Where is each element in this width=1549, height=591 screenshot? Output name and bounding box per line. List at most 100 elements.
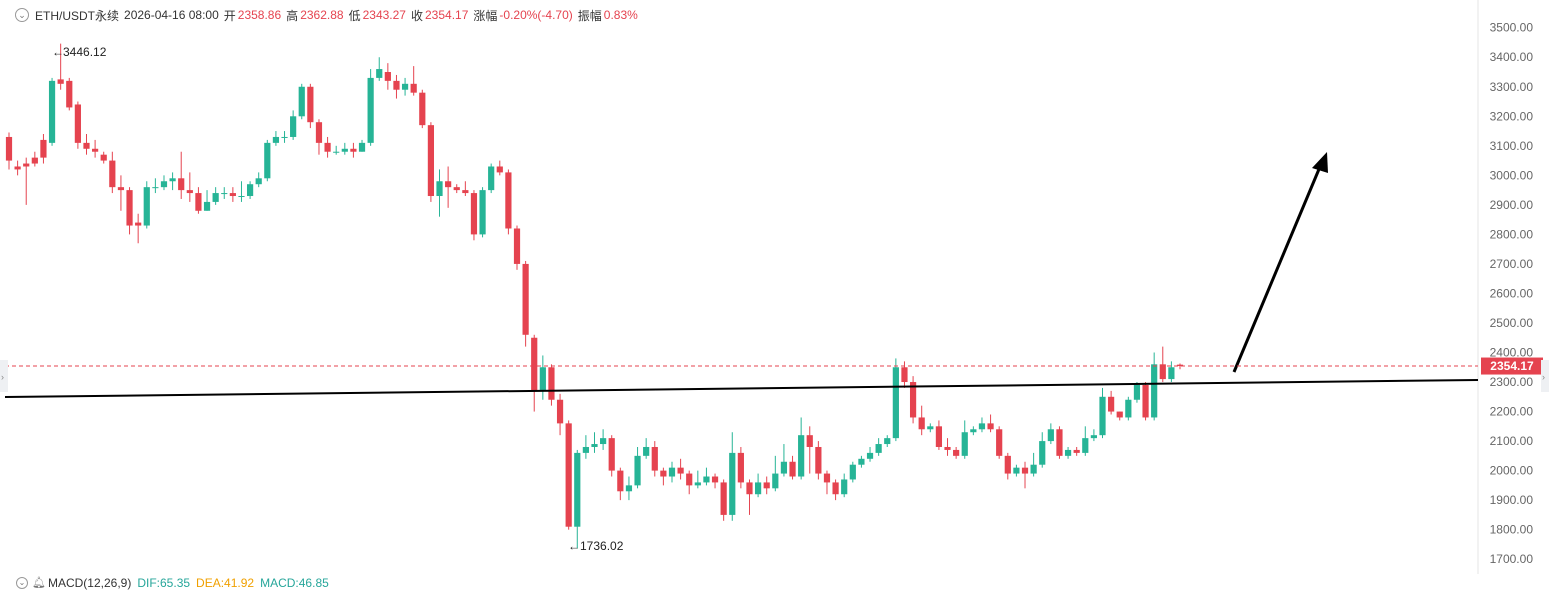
candle[interactable] bbox=[754, 473, 762, 498]
candle[interactable] bbox=[909, 376, 917, 424]
candle[interactable] bbox=[711, 473, 719, 489]
candle[interactable] bbox=[1133, 382, 1141, 403]
candle[interactable] bbox=[1064, 446, 1072, 459]
candle[interactable] bbox=[901, 361, 908, 388]
candle[interactable] bbox=[255, 172, 262, 188]
candle[interactable] bbox=[522, 260, 529, 347]
candle[interactable] bbox=[729, 432, 736, 521]
candle[interactable] bbox=[565, 420, 572, 530]
candle[interactable] bbox=[866, 446, 874, 462]
candle[interactable] bbox=[436, 169, 443, 217]
candle[interactable] bbox=[970, 426, 977, 436]
candle[interactable] bbox=[1082, 426, 1089, 456]
candle[interactable] bbox=[307, 83, 314, 129]
candle[interactable] bbox=[832, 479, 839, 501]
candle[interactable] bbox=[987, 414, 994, 433]
candle[interactable] bbox=[1151, 352, 1158, 421]
candle[interactable] bbox=[376, 57, 383, 81]
candle[interactable] bbox=[419, 89, 426, 129]
candle[interactable] bbox=[815, 441, 822, 480]
candle[interactable] bbox=[617, 467, 624, 501]
candle[interactable] bbox=[135, 213, 142, 244]
candle[interactable] bbox=[350, 142, 357, 158]
candle[interactable] bbox=[996, 426, 1003, 459]
candle[interactable] bbox=[720, 479, 727, 521]
candle[interactable] bbox=[668, 461, 676, 483]
candle[interactable] bbox=[100, 151, 107, 164]
candle[interactable] bbox=[918, 405, 925, 436]
candle[interactable] bbox=[737, 446, 744, 489]
candle[interactable] bbox=[1013, 464, 1020, 477]
candle[interactable] bbox=[531, 334, 538, 412]
candle[interactable] bbox=[1159, 346, 1166, 383]
candle[interactable] bbox=[246, 181, 254, 199]
candle[interactable] bbox=[1176, 363, 1184, 370]
candle[interactable] bbox=[608, 435, 615, 477]
candle[interactable] bbox=[160, 175, 168, 191]
bell-icon[interactable]: 🔔︎ bbox=[32, 577, 46, 589]
candle[interactable] bbox=[849, 461, 856, 483]
candle[interactable] bbox=[1142, 382, 1149, 421]
candle[interactable] bbox=[479, 187, 486, 238]
candle[interactable] bbox=[281, 131, 288, 143]
candle[interactable] bbox=[625, 476, 633, 501]
candle[interactable] bbox=[1004, 452, 1011, 480]
candle[interactable] bbox=[14, 160, 21, 176]
candle[interactable] bbox=[315, 119, 323, 155]
candle[interactable] bbox=[1039, 432, 1046, 468]
candle[interactable] bbox=[92, 139, 99, 158]
candle[interactable] bbox=[195, 187, 202, 214]
candle[interactable] bbox=[238, 181, 245, 202]
candle[interactable] bbox=[600, 429, 607, 450]
candle[interactable] bbox=[935, 420, 943, 450]
candle[interactable] bbox=[961, 420, 968, 459]
candle[interactable] bbox=[686, 470, 693, 495]
candle[interactable] bbox=[875, 438, 882, 456]
candle[interactable] bbox=[763, 476, 770, 495]
candle[interactable] bbox=[556, 393, 564, 436]
candle[interactable] bbox=[1030, 452, 1037, 477]
candle[interactable] bbox=[798, 417, 805, 480]
candle[interactable] bbox=[410, 66, 417, 96]
candle[interactable] bbox=[488, 163, 495, 194]
candle[interactable] bbox=[1047, 423, 1054, 445]
candle[interactable] bbox=[539, 355, 546, 400]
candle[interactable] bbox=[651, 441, 658, 477]
candle[interactable] bbox=[1099, 387, 1106, 439]
candle[interactable] bbox=[333, 145, 340, 155]
candle[interactable] bbox=[574, 449, 581, 549]
candle[interactable] bbox=[892, 358, 899, 442]
candle[interactable] bbox=[152, 178, 159, 194]
right-scroll-handle[interactable]: › bbox=[1541, 360, 1549, 392]
candle[interactable] bbox=[186, 172, 193, 202]
candle[interactable] bbox=[221, 187, 228, 199]
candle[interactable] bbox=[272, 131, 280, 146]
candle[interactable] bbox=[453, 184, 460, 194]
candle[interactable] bbox=[634, 446, 641, 489]
candle[interactable] bbox=[40, 134, 47, 164]
candle[interactable] bbox=[1108, 390, 1115, 415]
candle[interactable] bbox=[462, 181, 469, 197]
candle[interactable] bbox=[806, 426, 813, 474]
candle[interactable] bbox=[48, 77, 56, 146]
candle[interactable] bbox=[298, 83, 305, 120]
candle[interactable] bbox=[470, 190, 478, 241]
candle[interactable] bbox=[290, 110, 297, 140]
candle[interactable] bbox=[229, 187, 236, 202]
candle[interactable] bbox=[341, 142, 348, 155]
candle[interactable] bbox=[384, 63, 391, 90]
candle[interactable] bbox=[57, 43, 64, 90]
candle[interactable] bbox=[203, 190, 211, 211]
candle[interactable] bbox=[496, 160, 503, 176]
breakout-arrow[interactable] bbox=[1232, 152, 1328, 373]
candle[interactable] bbox=[1021, 461, 1029, 489]
candle[interactable] bbox=[83, 134, 90, 155]
candle[interactable] bbox=[858, 455, 865, 468]
candle[interactable] bbox=[5, 132, 13, 170]
candle[interactable] bbox=[74, 101, 81, 149]
support-trendline[interactable] bbox=[4, 379, 1479, 398]
candle[interactable] bbox=[772, 455, 779, 492]
candle[interactable] bbox=[746, 479, 753, 515]
candle[interactable] bbox=[789, 455, 796, 480]
candle[interactable] bbox=[126, 187, 133, 235]
